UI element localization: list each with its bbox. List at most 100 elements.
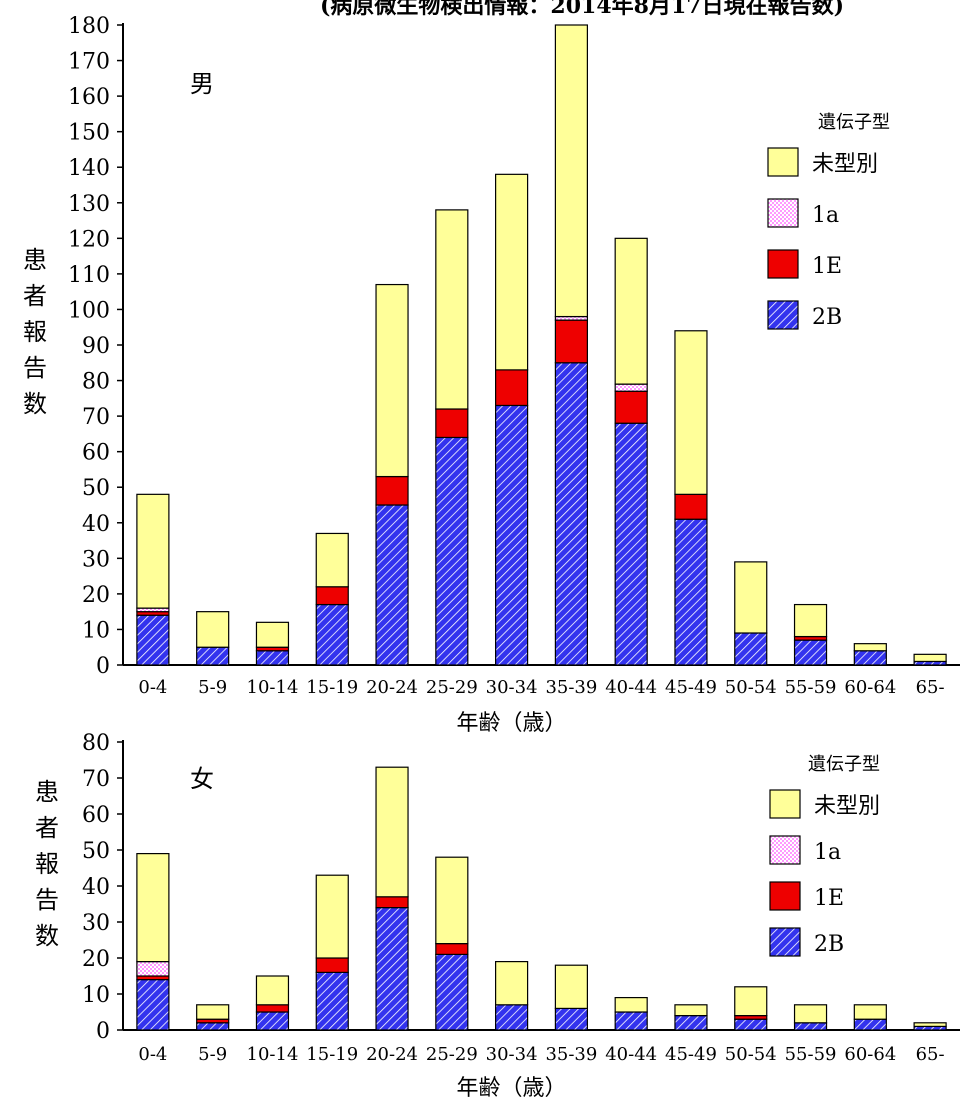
bar-untyped-35-39 [554,24,588,318]
y-tick-label: 180 [68,14,110,39]
legend-label-2b: 2B [814,932,844,957]
x-tick-label: 50-54 [725,1044,777,1065]
y-axis-title: 患者報告数 [23,246,47,418]
y-tick-label: 100 [68,298,110,323]
x-tick-label: 20-24 [366,1044,418,1065]
bar-2b-10-14 [255,1011,290,1031]
bar-untyped-60-64 [853,643,887,652]
y-tick-label: 70 [82,405,110,430]
bar-1a-40-44 [614,383,648,392]
bar-2b-45-49 [674,1014,708,1031]
bar-2b-5-9 [196,1022,230,1031]
bar-2b-5-9 [196,646,230,666]
bar-untyped-45-49 [674,1004,708,1017]
legend-label-1a: 1a [812,203,839,228]
bar-1e-15-19 [315,586,349,606]
x-tick-label: 60-64 [844,1044,896,1065]
bar-untyped-0-4 [136,852,170,963]
x-tick-label: 40-44 [605,677,657,698]
bar-untyped-65- [913,653,947,663]
x-tick-label: 65- [916,1044,945,1065]
x-tick-label: 25-29 [426,677,478,698]
x-tick-label: 45-49 [665,1044,717,1065]
bar-2b-60-64 [853,650,887,666]
y-tick-label: 50 [82,476,110,501]
bar-1e-45-49 [674,493,708,520]
bar-2b-35-39 [554,362,588,666]
x-tick-label: 55-59 [785,677,837,698]
legend-label-2b: 2B [812,305,842,330]
bar-1e-25-29 [435,408,469,439]
x-tick-label: 60-64 [844,677,896,698]
bar-2b-25-29 [435,953,469,1031]
bar-untyped-15-19 [315,532,349,588]
legend-swatch-untyped [767,147,799,177]
y-tick-label: 80 [82,731,110,756]
x-tick-label: 30-34 [486,677,538,698]
bar-2b-20-24 [375,504,409,666]
bar-1e-25-29 [435,942,469,955]
bar-untyped-55-59 [793,1004,828,1024]
y-tick-label: 20 [82,947,110,972]
bar-untyped-15-19 [315,874,349,959]
bar-2b-15-19 [315,971,349,1031]
x-tick-label: 15-19 [306,1044,358,1065]
x-tick-label: 65- [916,677,945,698]
bar-1e-20-24 [375,896,409,909]
legend-label-untyped: 未型別 [814,794,880,819]
x-tick-label: 25-29 [426,1044,478,1065]
legend-title: 遺伝子型 [808,754,880,775]
bar-untyped-45-49 [674,330,708,495]
y-tick-label: 40 [82,512,110,537]
x-tick-label: 20-24 [366,677,418,698]
bar-2b-20-24 [375,906,409,1031]
y-tick-label: 60 [82,441,110,466]
y-tick-label: 10 [82,618,110,643]
x-tick-label: 40-44 [605,1044,657,1065]
y-tick-label: 10 [82,983,110,1008]
legend-swatch-2b [769,927,801,957]
bar-untyped-60-64 [853,1004,887,1020]
bar-untyped-65- [913,1022,947,1027]
bar-untyped-40-44 [614,996,648,1013]
x-tick-label: 5-9 [198,1044,227,1065]
chart-panel-1: 0 10 20 30 40 50 60 70 80 90 100 110 120 130 140 150 160… [23,14,960,736]
bar-2b-25-29 [435,436,469,666]
bar-1e-40-44 [614,390,648,424]
bar-2b-40-44 [614,1011,648,1031]
y-tick-label: 150 [68,121,110,146]
y-tick-label: 160 [68,85,110,110]
bar-2b-50-54 [734,1018,768,1031]
y-tick-label: 170 [68,50,110,75]
legend-label-1e: 1E [814,886,844,911]
y-tick-label: 40 [82,875,110,900]
bar-untyped-10-14 [255,975,290,1006]
bar-untyped-10-14 [255,621,290,648]
y-tick-label: 140 [68,156,110,181]
y-tick-label: 130 [68,192,110,217]
x-tick-label: 10-14 [247,1044,299,1065]
y-tick-label: 20 [82,583,110,608]
bar-untyped-25-29 [435,209,469,410]
bar-2b-55-59 [793,639,828,666]
y-tick-label: 80 [82,370,110,395]
y-axis-title: 患者報告数 [35,778,59,950]
bar-untyped-40-44 [614,237,648,385]
bar-1e-30-34 [495,369,529,407]
legend-label-1a: 1a [814,840,841,865]
legend-swatch-2b [767,300,799,330]
bar-1e-10-14 [255,1004,290,1013]
legend-label-1e: 1E [812,254,842,279]
bar-2b-45-49 [674,518,708,666]
y-tick-label: 0 [96,1019,110,1044]
bar-2b-30-34 [495,404,529,666]
y-tick-label: 50 [82,839,110,864]
bar-untyped-30-34 [495,173,529,371]
y-tick-label: 60 [82,803,110,828]
x-axis-title: 年齢（歳） [456,711,566,736]
bar-untyped-0-4 [136,493,170,609]
legend-swatch-1e [767,249,799,279]
